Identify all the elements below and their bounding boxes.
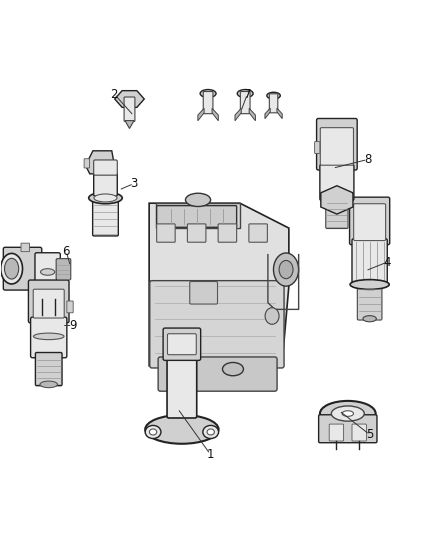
FancyBboxPatch shape xyxy=(158,357,277,391)
FancyBboxPatch shape xyxy=(318,415,377,443)
Ellipse shape xyxy=(40,381,57,387)
FancyBboxPatch shape xyxy=(28,280,69,323)
Text: 9: 9 xyxy=(69,319,77,332)
FancyBboxPatch shape xyxy=(352,424,367,441)
Polygon shape xyxy=(321,185,353,214)
FancyBboxPatch shape xyxy=(31,317,67,358)
Ellipse shape xyxy=(149,429,157,435)
Ellipse shape xyxy=(89,192,122,204)
Ellipse shape xyxy=(200,90,216,98)
Ellipse shape xyxy=(237,90,253,98)
FancyBboxPatch shape xyxy=(157,224,175,242)
Text: 6: 6 xyxy=(63,245,70,258)
Polygon shape xyxy=(149,203,289,366)
Polygon shape xyxy=(277,108,282,119)
FancyBboxPatch shape xyxy=(33,289,64,318)
FancyBboxPatch shape xyxy=(167,334,196,354)
FancyBboxPatch shape xyxy=(187,224,206,242)
FancyBboxPatch shape xyxy=(35,253,60,285)
FancyBboxPatch shape xyxy=(353,204,385,240)
Ellipse shape xyxy=(342,411,353,416)
FancyBboxPatch shape xyxy=(249,224,267,242)
FancyBboxPatch shape xyxy=(67,301,73,313)
Polygon shape xyxy=(235,108,241,121)
Text: 7: 7 xyxy=(244,87,251,101)
Text: 3: 3 xyxy=(130,177,138,190)
Ellipse shape xyxy=(320,401,376,426)
Ellipse shape xyxy=(145,425,161,439)
FancyBboxPatch shape xyxy=(21,243,29,252)
FancyBboxPatch shape xyxy=(203,92,213,114)
FancyBboxPatch shape xyxy=(329,424,343,441)
Text: 8: 8 xyxy=(364,153,371,166)
Ellipse shape xyxy=(279,261,293,279)
FancyBboxPatch shape xyxy=(84,159,90,168)
Ellipse shape xyxy=(185,193,211,206)
FancyBboxPatch shape xyxy=(190,281,218,304)
Polygon shape xyxy=(125,120,134,128)
FancyBboxPatch shape xyxy=(150,281,284,368)
Ellipse shape xyxy=(1,253,22,284)
FancyBboxPatch shape xyxy=(167,357,197,418)
Ellipse shape xyxy=(33,333,64,340)
Text: 5: 5 xyxy=(366,428,373,441)
FancyBboxPatch shape xyxy=(357,281,382,320)
Text: 1: 1 xyxy=(207,448,214,461)
FancyBboxPatch shape xyxy=(157,206,237,227)
Ellipse shape xyxy=(223,362,244,376)
FancyBboxPatch shape xyxy=(94,160,117,175)
Text: 4: 4 xyxy=(383,256,391,269)
Ellipse shape xyxy=(207,429,214,435)
FancyBboxPatch shape xyxy=(240,92,250,114)
FancyBboxPatch shape xyxy=(94,173,117,196)
Ellipse shape xyxy=(41,269,55,275)
FancyBboxPatch shape xyxy=(350,197,390,245)
FancyBboxPatch shape xyxy=(124,97,135,122)
Polygon shape xyxy=(249,108,255,121)
Ellipse shape xyxy=(273,253,299,286)
Polygon shape xyxy=(156,203,240,228)
FancyBboxPatch shape xyxy=(218,224,237,242)
Ellipse shape xyxy=(4,259,19,279)
Ellipse shape xyxy=(265,308,279,324)
Ellipse shape xyxy=(331,406,364,421)
FancyBboxPatch shape xyxy=(326,195,348,229)
FancyBboxPatch shape xyxy=(56,259,71,280)
Polygon shape xyxy=(265,108,270,119)
Polygon shape xyxy=(212,108,218,121)
FancyBboxPatch shape xyxy=(320,164,354,200)
Ellipse shape xyxy=(94,194,117,202)
FancyBboxPatch shape xyxy=(93,196,118,236)
FancyBboxPatch shape xyxy=(163,328,201,360)
FancyBboxPatch shape xyxy=(4,247,42,290)
Ellipse shape xyxy=(203,425,219,439)
FancyBboxPatch shape xyxy=(317,118,357,170)
Polygon shape xyxy=(115,91,144,107)
FancyBboxPatch shape xyxy=(35,352,62,386)
Ellipse shape xyxy=(363,316,376,322)
Text: 2: 2 xyxy=(110,87,118,101)
FancyBboxPatch shape xyxy=(320,128,353,165)
FancyBboxPatch shape xyxy=(352,239,387,286)
FancyBboxPatch shape xyxy=(314,142,320,154)
Polygon shape xyxy=(85,151,116,174)
Ellipse shape xyxy=(267,92,280,99)
Polygon shape xyxy=(198,108,204,121)
Ellipse shape xyxy=(145,415,219,444)
FancyBboxPatch shape xyxy=(269,94,278,113)
Ellipse shape xyxy=(350,280,389,289)
